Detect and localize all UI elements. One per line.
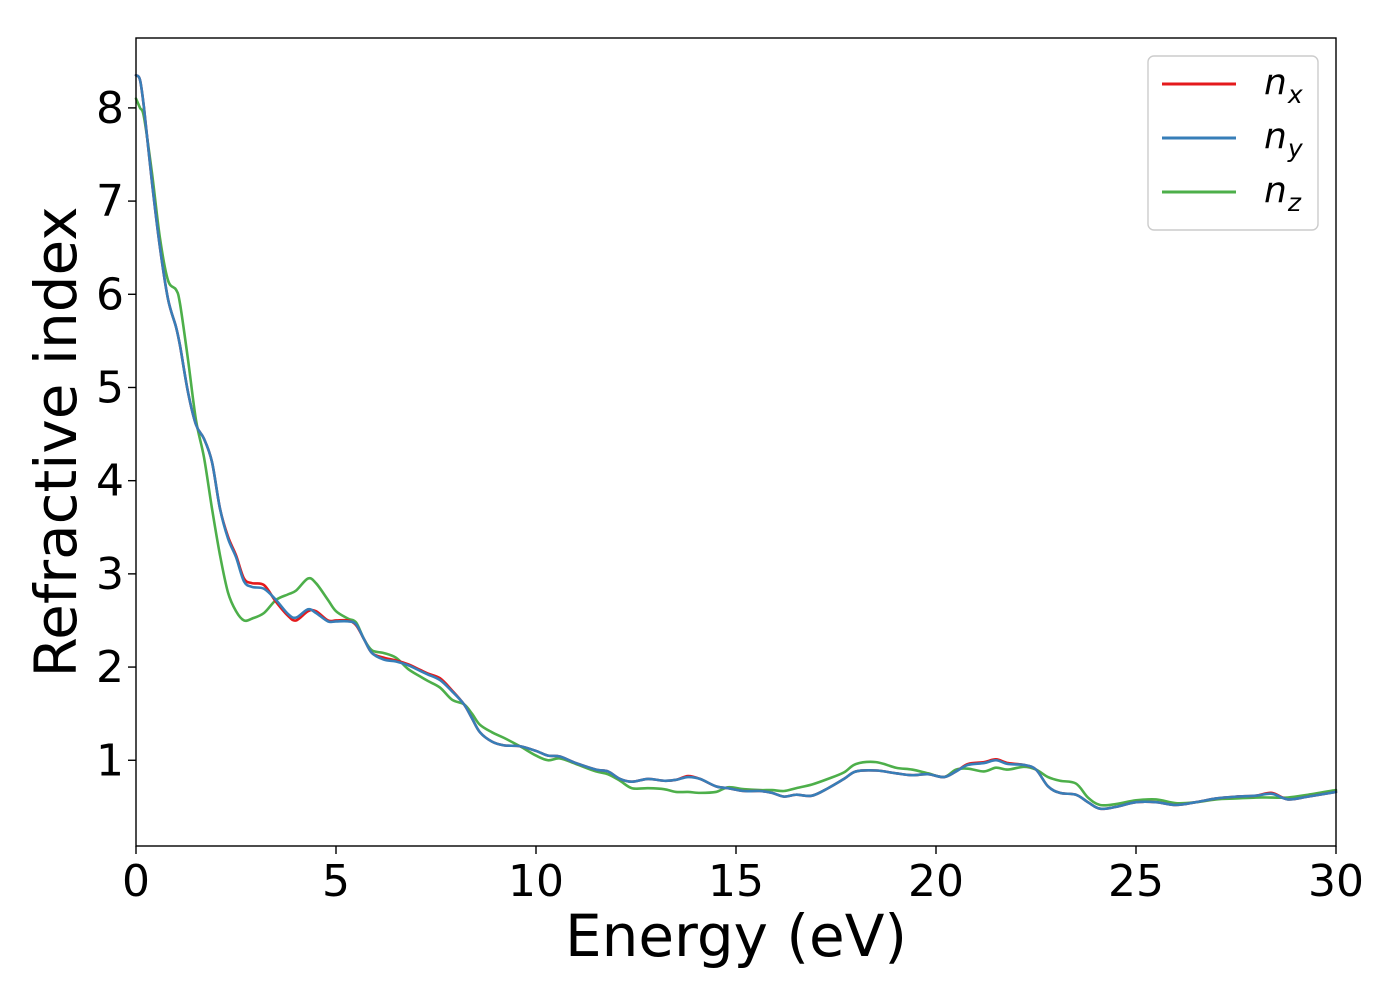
legend-label-main: n bbox=[1264, 170, 1287, 211]
series-layer bbox=[134, 73, 1338, 811]
series-line-ny bbox=[134, 73, 1338, 811]
plot-background bbox=[136, 38, 1336, 846]
y-tick-label: 3 bbox=[96, 549, 124, 600]
x-axis-title: Energy (eV) bbox=[565, 902, 907, 970]
y-tick-label: 4 bbox=[96, 456, 124, 507]
x-tick-label: 20 bbox=[908, 856, 964, 907]
legend-box bbox=[1147, 55, 1319, 231]
x-tick-label: 30 bbox=[1308, 856, 1364, 907]
y-tick-label: 2 bbox=[96, 642, 124, 693]
legend-label-subscript: y bbox=[1287, 134, 1304, 163]
y-axis: 1 2 3 4 5 6 7 8 bbox=[96, 83, 136, 786]
legend-label-ny: ny bbox=[1264, 116, 1304, 163]
legend-label-nz: nz bbox=[1264, 170, 1302, 217]
legend-label-main: n bbox=[1264, 62, 1287, 103]
legend-label-subscript: z bbox=[1287, 188, 1302, 217]
y-tick-label: 8 bbox=[96, 83, 124, 134]
y-tick-label: 6 bbox=[96, 269, 124, 320]
legend-label-main: n bbox=[1264, 116, 1287, 157]
x-axis: 0 5 10 15 20 25 30 bbox=[122, 846, 1364, 907]
legend-label-nx: nx bbox=[1264, 62, 1303, 109]
y-tick-label: 5 bbox=[96, 362, 124, 413]
x-tick-label: 0 bbox=[122, 856, 150, 907]
x-tick-label: 5 bbox=[322, 856, 350, 907]
x-tick-label: 15 bbox=[708, 856, 764, 907]
legend-label-subscript: x bbox=[1287, 80, 1303, 109]
series-line-nz bbox=[134, 97, 1338, 807]
x-tick-label: 10 bbox=[508, 856, 564, 907]
x-tick-label: 25 bbox=[1108, 856, 1164, 907]
y-tick-label: 1 bbox=[96, 735, 124, 786]
y-tick-label: 7 bbox=[96, 176, 124, 227]
y-axis-title: Refractive index bbox=[22, 206, 90, 677]
